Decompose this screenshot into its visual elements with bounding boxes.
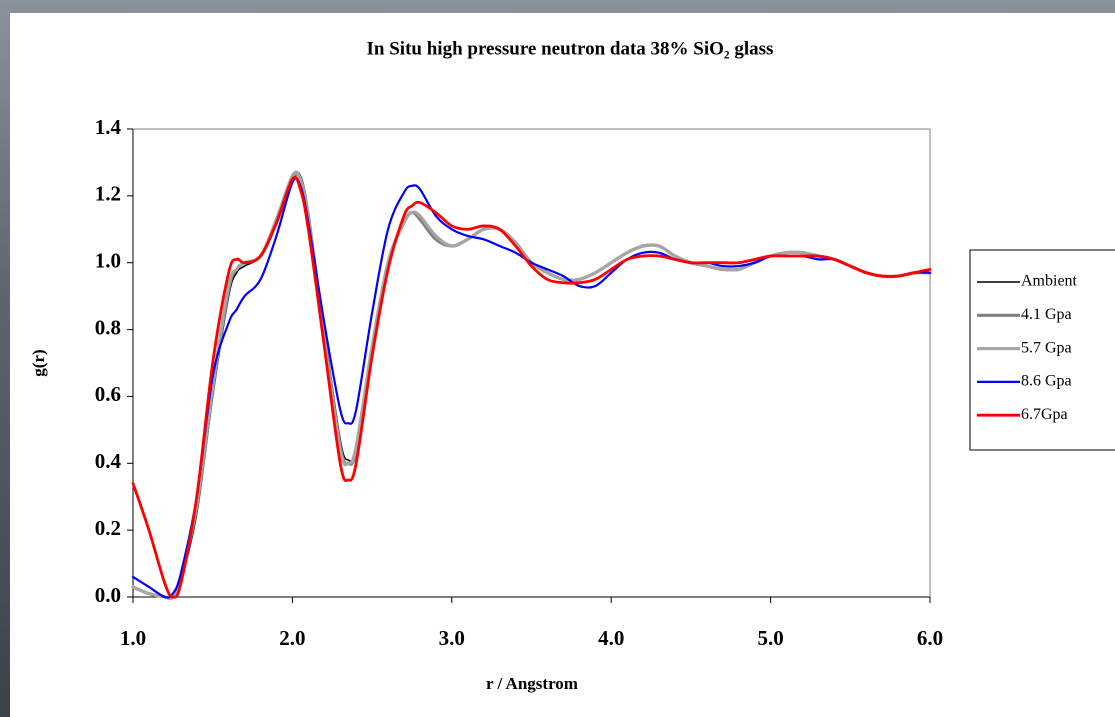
x-tick-label: 3.0	[439, 626, 465, 650]
legend-label: 4.1 Gpa	[1021, 306, 1072, 323]
y-axis-label: g(r)	[29, 349, 48, 376]
legend-label: 8.6 Gpa	[1021, 373, 1072, 390]
y-tick-label: 1.4	[95, 115, 122, 139]
y-tick-label: 1.0	[95, 249, 121, 273]
x-axis-label: r / Angstrom	[486, 674, 578, 693]
x-tick-label: 6.0	[917, 626, 943, 650]
y-tick-label: 0.2	[95, 516, 121, 540]
legend-label: 5.7 Gpa	[1021, 339, 1072, 356]
x-tick-label: 4.0	[598, 626, 624, 650]
legend-label: 6.7Gpa	[1021, 406, 1068, 423]
y-tick-label: 1.2	[95, 182, 121, 206]
y-tick-label: 0.0	[95, 583, 121, 607]
x-tick-label: 1.0	[120, 626, 146, 650]
x-tick-label: 2.0	[279, 626, 305, 650]
x-tick-label: 5.0	[757, 626, 783, 650]
plot-area: 0.0 0.2 0.4 0.6 0.8 1.0 1.2 1.4 1.0 2.0 3.0 4.0 5.0 6…	[95, 115, 943, 650]
y-tick-label: 0.4	[95, 449, 122, 473]
chart-background	[10, 13, 1115, 717]
chart-title: In Situ high pressure neutron data 38% S…	[367, 38, 774, 59]
y-tick-label: 0.6	[95, 382, 121, 406]
series-line	[131, 175, 932, 599]
legend: Ambient 4.1 Gpa 5.7 Gpa 8.6 Gpa 6.7Gpa	[969, 249, 1115, 451]
legend-label: Ambient	[1021, 273, 1078, 290]
y-tick-label: 0.8	[95, 315, 121, 339]
